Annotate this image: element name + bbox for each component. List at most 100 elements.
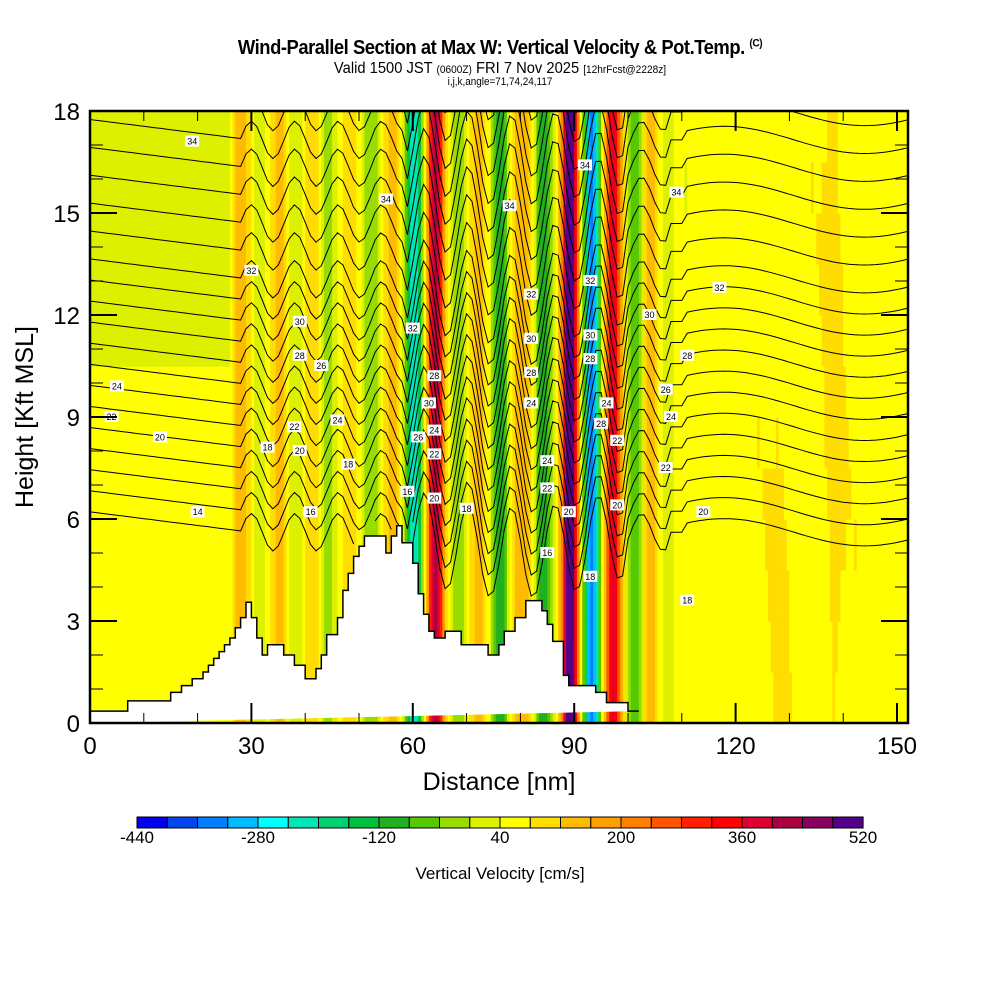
velocity-cell bbox=[743, 162, 747, 214]
velocity-cell bbox=[423, 264, 427, 316]
velocity-cell bbox=[894, 519, 898, 571]
velocity-cell bbox=[646, 570, 651, 622]
velocity-cell bbox=[727, 672, 731, 723]
velocity-cell bbox=[232, 213, 236, 265]
velocity-cell bbox=[270, 366, 274, 418]
velocity-cell bbox=[730, 366, 734, 418]
velocity-cell bbox=[189, 366, 193, 418]
velocity-cell bbox=[281, 111, 285, 163]
velocity-cell bbox=[302, 468, 306, 520]
velocity-cell bbox=[749, 111, 753, 163]
velocity-cell bbox=[821, 621, 825, 673]
velocity-cell bbox=[208, 468, 212, 520]
velocity-cell bbox=[821, 417, 825, 469]
velocity-cell bbox=[555, 468, 559, 520]
velocity-cell bbox=[832, 213, 836, 265]
colorbar-segment bbox=[560, 816, 592, 829]
velocity-cell bbox=[695, 519, 699, 571]
velocity-cell bbox=[423, 468, 427, 520]
velocity-cell bbox=[679, 672, 683, 723]
velocity-cell bbox=[170, 264, 174, 316]
velocity-cell bbox=[310, 519, 314, 571]
velocity-cell bbox=[673, 417, 677, 469]
velocity-cell bbox=[587, 162, 591, 214]
velocity-cell bbox=[219, 264, 223, 316]
velocity-cell bbox=[380, 417, 384, 469]
velocity-cell bbox=[732, 417, 737, 469]
velocity-cell bbox=[135, 111, 139, 163]
velocity-cell bbox=[490, 315, 495, 367]
velocity-cell bbox=[98, 621, 102, 673]
velocity-cell bbox=[897, 111, 901, 163]
theta-contour-27 bbox=[90, 211, 908, 317]
velocity-cell bbox=[181, 417, 185, 469]
velocity-cell bbox=[383, 111, 387, 163]
contour-label-text: 20 bbox=[429, 494, 439, 504]
velocity-cell bbox=[307, 570, 312, 622]
contour-label: 18 bbox=[459, 502, 474, 514]
contour-label-bg bbox=[427, 448, 442, 460]
velocity-cell bbox=[574, 468, 578, 520]
velocity-cell bbox=[103, 111, 107, 163]
velocity-cell bbox=[186, 366, 191, 418]
velocity-cell bbox=[732, 468, 737, 520]
velocity-cell bbox=[888, 570, 893, 622]
velocity-cell bbox=[283, 162, 287, 214]
velocity-cell bbox=[797, 468, 801, 520]
velocity-cell bbox=[544, 213, 548, 265]
velocity-cell bbox=[490, 213, 495, 265]
velocity-cell bbox=[555, 213, 559, 265]
velocity-cell bbox=[595, 570, 599, 622]
contour-label-text: 24 bbox=[112, 381, 122, 391]
velocity-cell bbox=[641, 570, 645, 622]
velocity-cell bbox=[821, 162, 825, 214]
velocity-cell bbox=[431, 264, 435, 316]
velocity-cell bbox=[638, 111, 643, 163]
velocity-cell bbox=[256, 366, 261, 418]
velocity-cell bbox=[251, 162, 255, 214]
velocity-cell bbox=[235, 111, 239, 163]
velocity-cell bbox=[291, 162, 296, 214]
velocity-cell bbox=[318, 264, 322, 316]
velocity-cell bbox=[496, 162, 500, 214]
velocity-cell bbox=[254, 519, 258, 571]
x-tick-label: 120 bbox=[716, 733, 756, 760]
velocity-cell bbox=[746, 366, 750, 418]
velocity-cell bbox=[283, 621, 287, 673]
velocity-cell bbox=[235, 162, 239, 214]
velocity-cell bbox=[488, 417, 492, 469]
velocity-cell bbox=[525, 519, 530, 571]
velocity-cell bbox=[154, 111, 158, 163]
velocity-cell bbox=[802, 366, 807, 418]
velocity-cell bbox=[859, 162, 863, 214]
velocity-cell bbox=[143, 621, 148, 673]
velocity-cell bbox=[490, 621, 495, 673]
velocity-cell bbox=[356, 111, 360, 163]
velocity-cell bbox=[445, 570, 449, 622]
velocity-cell bbox=[275, 519, 279, 571]
velocity-cell bbox=[221, 519, 226, 571]
velocity-cell bbox=[558, 519, 562, 571]
velocity-cell bbox=[751, 570, 755, 622]
velocity-cell bbox=[286, 315, 290, 367]
velocity-cell bbox=[576, 621, 581, 673]
theta-contour-20 bbox=[90, 365, 908, 471]
velocity-cell bbox=[342, 519, 347, 571]
velocity-cell bbox=[98, 111, 102, 163]
velocity-cell bbox=[897, 366, 901, 418]
velocity-cell bbox=[205, 213, 209, 265]
velocity-cell bbox=[130, 570, 134, 622]
velocity-cell bbox=[810, 519, 815, 571]
velocity-cell bbox=[611, 621, 616, 673]
velocity-cell bbox=[859, 111, 863, 163]
velocity-cell bbox=[372, 111, 376, 163]
velocity-cell bbox=[227, 519, 231, 571]
contour-label-text: 24 bbox=[666, 412, 676, 422]
velocity-cell bbox=[272, 162, 277, 214]
velocity-cell bbox=[458, 264, 462, 316]
velocity-cell bbox=[192, 417, 196, 469]
velocity-cell bbox=[657, 519, 661, 571]
velocity-cell bbox=[423, 417, 427, 469]
velocity-cell bbox=[843, 417, 847, 469]
velocity-cell bbox=[337, 111, 341, 163]
